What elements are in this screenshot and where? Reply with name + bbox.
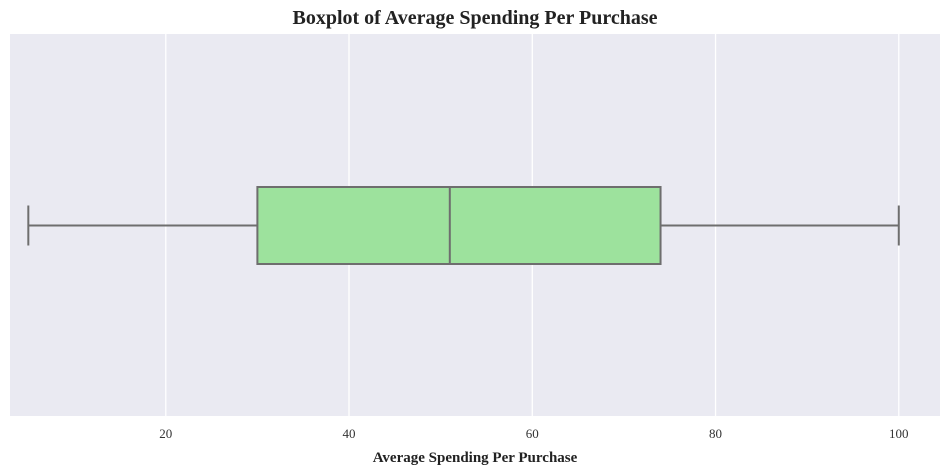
- x-tick-label-100: 100: [889, 426, 909, 441]
- x-tick-label-80: 80: [709, 426, 722, 441]
- x-tick-label-60: 60: [526, 426, 539, 441]
- box-group: [27, 186, 900, 265]
- x-axis-label: Average Spending Per Purchase: [373, 450, 578, 466]
- iqr-box: [256, 186, 662, 265]
- x-tick-label-20: 20: [159, 426, 172, 441]
- x-tick-labels: 20 40 60 80 100: [159, 426, 908, 441]
- x-tick-label-40: 40: [343, 426, 356, 441]
- chart-title: Boxplot of Average Spending Per Purchase: [293, 7, 658, 29]
